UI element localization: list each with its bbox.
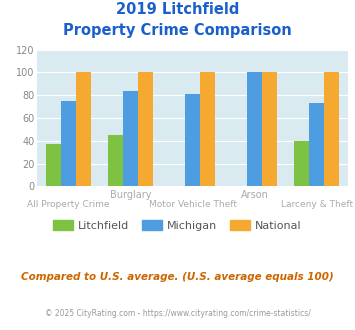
Bar [138,72,153,186]
Bar [46,144,61,186]
Bar [200,72,215,186]
Bar [185,94,200,186]
Bar [108,135,123,186]
Bar [247,72,262,186]
Legend: Litchfield, Michigan, National: Litchfield, Michigan, National [49,216,306,235]
Text: 2019 Litchfield: 2019 Litchfield [116,2,239,16]
Bar [61,101,76,186]
Text: Compared to U.S. average. (U.S. average equals 100): Compared to U.S. average. (U.S. average … [21,272,334,282]
Text: All Property Crime: All Property Crime [27,200,110,209]
Bar [294,141,310,186]
Text: Property Crime Comparison: Property Crime Comparison [63,23,292,38]
Bar [324,72,339,186]
Bar [123,90,138,186]
Text: Burglary: Burglary [110,190,151,200]
Text: Larceny & Theft: Larceny & Theft [281,200,353,209]
Text: © 2025 CityRating.com - https://www.cityrating.com/crime-statistics/: © 2025 CityRating.com - https://www.city… [45,309,310,317]
Bar [76,72,91,186]
Bar [262,72,277,186]
Bar [310,103,324,186]
Text: Arson: Arson [241,190,269,200]
Text: Motor Vehicle Theft: Motor Vehicle Theft [149,200,236,209]
